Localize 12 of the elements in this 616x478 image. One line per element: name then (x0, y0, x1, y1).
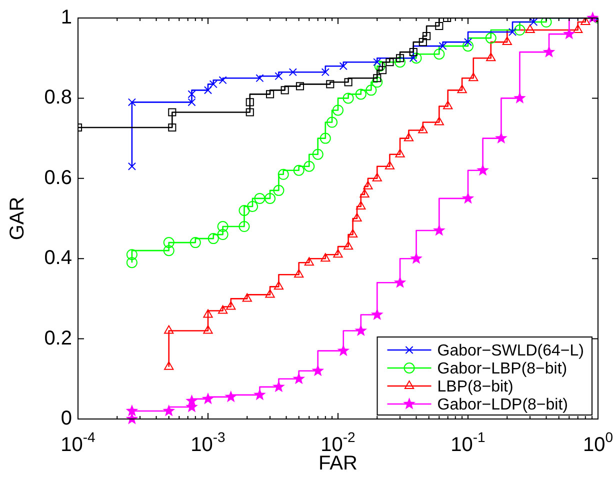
y-tick-label: 1 (60, 6, 72, 29)
y-tick-label: 0.2 (44, 327, 72, 350)
y-axis-title: GAR (6, 196, 29, 240)
legend-label: Gabor−LDP(8−bit) (437, 396, 568, 414)
legend-label: LBP(8−bit) (437, 378, 514, 396)
y-tick-label: 0.4 (44, 247, 72, 270)
y-tick-label: 0 (60, 408, 72, 430)
legend-label: Gabor−LBP(8−bit) (437, 360, 568, 378)
y-tick-label: 0.6 (44, 166, 72, 189)
y-tick-label: 0.8 (44, 86, 72, 109)
x-axis-title: FAR (318, 452, 358, 475)
legend-label: Gabor−SWLD(64−L) (437, 342, 584, 360)
